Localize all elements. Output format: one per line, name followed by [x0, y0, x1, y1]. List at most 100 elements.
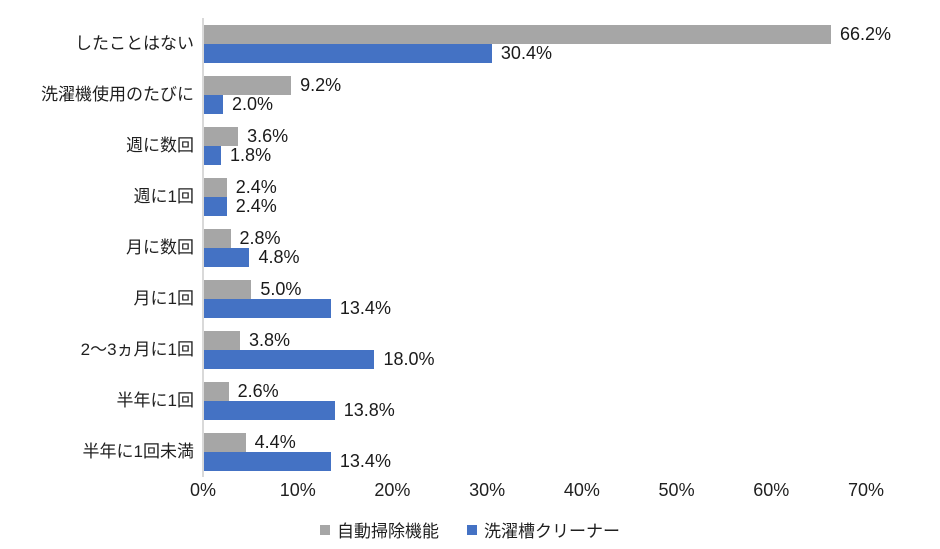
category-label: 半年に1回: [116, 390, 194, 410]
data-label: 1.8%: [230, 144, 272, 165]
bar-tub-cleaner: [204, 145, 222, 165]
bar-tub-cleaner: [204, 298, 331, 318]
bar-tub-cleaner: [204, 196, 227, 216]
category-label: 週に数回: [126, 135, 194, 155]
bar-group: 2.6% 13.8%: [204, 380, 867, 420]
data-label: 9.2%: [300, 74, 342, 95]
bar-group: 2.4% 2.4%: [204, 176, 867, 216]
bar-auto-clean-function: [204, 126, 239, 146]
bar-auto-clean-function: [204, 432, 246, 452]
data-label: 2.0%: [231, 93, 273, 114]
data-label: 3.6%: [247, 125, 289, 146]
bar-line: 30.4%: [204, 42, 867, 63]
legend: 自動掃除機能 洗濯槽クリーナー: [0, 517, 940, 542]
x-tick: 50%: [658, 480, 695, 500]
category-label: 2～3ヵ月に1回: [80, 339, 194, 359]
x-tick: 60%: [753, 480, 790, 500]
bar-group: 5.0% 13.4%: [204, 278, 867, 318]
chart-row: 半年に1回 2.6% 13.8%: [0, 375, 940, 426]
bar-auto-clean-function: [204, 177, 227, 197]
bar-auto-clean-function: [204, 381, 229, 401]
legend-item-tub-cleaner: 洗濯槽クリーナー: [467, 517, 620, 542]
chart-row: したことはない 66.2% 30.4%: [0, 18, 940, 69]
chart-row: 2～3ヵ月に1回 3.8% 18.0%: [0, 324, 940, 375]
bar-line: 2.6%: [204, 380, 867, 401]
bar-line: 13.4%: [204, 297, 867, 318]
legend-marker-tub-cleaner: [467, 524, 477, 535]
bar-line: 3.8%: [204, 329, 867, 350]
data-label: 13.4%: [339, 297, 391, 318]
bar-tub-cleaner: [204, 349, 375, 369]
data-label: 13.4%: [339, 450, 391, 471]
bar-line: 2.4%: [204, 195, 867, 216]
category-label: 洗濯機使用のたびに: [41, 84, 194, 104]
data-label: 66.2%: [840, 23, 892, 44]
category-label: したことはない: [75, 33, 194, 53]
bar-group: 3.6% 1.8%: [204, 125, 867, 165]
category-label: 月に1回: [133, 288, 194, 308]
x-tick: 20%: [374, 480, 411, 500]
y-axis-line: [202, 18, 204, 477]
bar-tub-cleaner: [204, 247, 250, 267]
data-label: 2.4%: [235, 195, 277, 216]
category-label: 半年に1回未満: [82, 441, 194, 461]
bar-auto-clean-function: [204, 279, 252, 299]
category-label: 週に1回: [133, 186, 194, 206]
bar-line: 4.8%: [204, 246, 867, 267]
data-label: 4.4%: [254, 431, 296, 452]
bar-auto-clean-function: [204, 228, 231, 248]
x-tick: 70%: [847, 480, 885, 500]
legend-label: 洗濯槽クリーナー: [484, 522, 620, 541]
x-tick: 0%: [189, 480, 217, 500]
bar-tub-cleaner: [204, 451, 331, 471]
chart-row: 半年に1回未満 4.4% 13.4%: [0, 426, 940, 477]
bar-auto-clean-function: [204, 75, 292, 95]
data-label: 13.8%: [343, 399, 395, 420]
data-label: 5.0%: [260, 278, 302, 299]
legend-label: 自動掃除機能: [337, 522, 439, 541]
bar-line: 13.4%: [204, 450, 867, 471]
bar-line: 1.8%: [204, 144, 867, 165]
data-label: 2.4%: [235, 176, 277, 197]
bar-tub-cleaner: [204, 400, 335, 420]
bar-auto-clean-function: [204, 330, 240, 350]
bar-line: 2.8%: [204, 227, 867, 248]
data-label: 2.8%: [239, 227, 281, 248]
data-label: 4.8%: [258, 246, 300, 267]
bar-line: 18.0%: [204, 348, 867, 369]
bar-line: 66.2%: [204, 24, 891, 44]
data-label: 3.8%: [248, 329, 291, 350]
bar-group: 2.8% 4.8%: [204, 227, 867, 267]
plot-area: したことはない 66.2% 30.4% 洗濯機使用のたびに 9.2% 2.0% 週に数回 3.…: [0, 18, 940, 477]
bar-group: 4.4% 13.4%: [204, 431, 867, 471]
bar-tub-cleaner: [204, 94, 223, 114]
bar-line: 13.8%: [204, 399, 867, 420]
category-label: 月に数回: [126, 237, 194, 257]
chart-row: 月に1回 5.0% 13.4%: [0, 273, 940, 324]
bar-tub-cleaner: [204, 43, 492, 63]
bar-group: 9.2% 2.0%: [204, 74, 867, 114]
bar-line: 4.4%: [204, 431, 867, 452]
legend-marker-auto-clean-function: [320, 524, 330, 535]
chart-row: 洗濯機使用のたびに 9.2% 2.0%: [0, 69, 940, 120]
bar-line: 3.6%: [204, 125, 867, 146]
bar-auto-clean-function: [204, 24, 831, 44]
x-tick: 10%: [279, 480, 316, 500]
x-tick: 40%: [563, 480, 600, 500]
data-label: 30.4%: [500, 42, 552, 63]
data-label: 2.6%: [237, 380, 279, 401]
bar-group: 3.8% 18.0%: [204, 329, 867, 369]
chart-row: 週に数回 3.6% 1.8%: [0, 120, 940, 171]
bar-line: 9.2%: [204, 74, 867, 95]
data-label: 18.0%: [383, 348, 435, 369]
bar-group: 66.2% 30.4%: [204, 24, 891, 63]
bar-line: 5.0%: [204, 278, 867, 299]
x-tick: 30%: [469, 480, 506, 500]
x-axis-ticks: 0% 10% 20% 30% 40% 50% 60% 70%: [190, 480, 884, 504]
bar-line: 2.0%: [204, 93, 867, 114]
legend-item-auto-clean-function: 自動掃除機能: [320, 517, 439, 542]
chart-row: 週に1回 2.4% 2.4%: [0, 171, 940, 222]
chart-row: 月に数回 2.8% 4.8%: [0, 222, 940, 273]
bar-line: 2.4%: [204, 176, 867, 197]
